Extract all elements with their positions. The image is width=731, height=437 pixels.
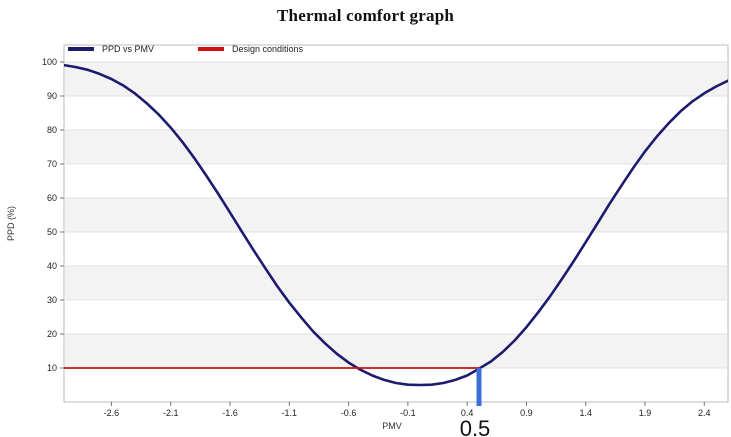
y-tick-label: 90 — [47, 91, 57, 101]
legend-label: Design conditions — [232, 44, 304, 54]
background-bands — [65, 62, 727, 368]
background-band — [65, 130, 727, 164]
marker-callout-label: 0.5 — [460, 416, 491, 437]
x-tick-label: -0.1 — [400, 408, 416, 418]
legend-label: PPD vs PMV — [102, 44, 154, 54]
y-tick-label: 30 — [47, 295, 57, 305]
x-axis: -2.6-2.1-1.6-1.1-0.6-0.10.40.91.41.92.42… — [104, 402, 711, 418]
x-tick-label: -1.6 — [222, 408, 238, 418]
x-tick-label: -1.1 — [282, 408, 298, 418]
x-tick-label: 0.4 — [461, 408, 474, 418]
y-tick-label: 50 — [47, 227, 57, 237]
x-axis-label: PMV — [382, 421, 402, 431]
x-tick-label: -0.6 — [341, 408, 357, 418]
y-axis-label: PPD (%) — [6, 206, 16, 241]
x-tick-label: 2.4 — [698, 408, 711, 418]
y-tick-label: 80 — [47, 125, 57, 135]
design-pmv-marker — [476, 368, 482, 406]
x-tick-label: 1.9 — [639, 408, 652, 418]
y-axis: 10 20 30 40 50 60 70 80 90 100 — [42, 57, 64, 373]
chart-title: Thermal comfort graph — [277, 6, 454, 25]
y-tick-label: 20 — [47, 329, 57, 339]
y-tick-label: 60 — [47, 193, 57, 203]
series-line-ppd-vs-pmv — [64, 63, 728, 387]
background-band — [65, 198, 727, 232]
y-tick-label: 70 — [47, 159, 57, 169]
legend: PPD vs PMV Design conditions — [68, 44, 304, 54]
x-tick-label: 0.9 — [520, 408, 533, 418]
y-tick-label: 100 — [42, 57, 57, 67]
x-tick-label: -2.1 — [163, 408, 179, 418]
x-tick-label: -2.6 — [104, 408, 120, 418]
marker-layer — [476, 368, 482, 406]
background-band — [65, 266, 727, 300]
series-layer — [64, 63, 728, 387]
y-tick-label: 40 — [47, 261, 57, 271]
background-band — [65, 334, 727, 368]
x-tick-label: 1.4 — [579, 408, 592, 418]
background-band — [65, 62, 727, 96]
y-tick-label: 10 — [47, 363, 57, 373]
